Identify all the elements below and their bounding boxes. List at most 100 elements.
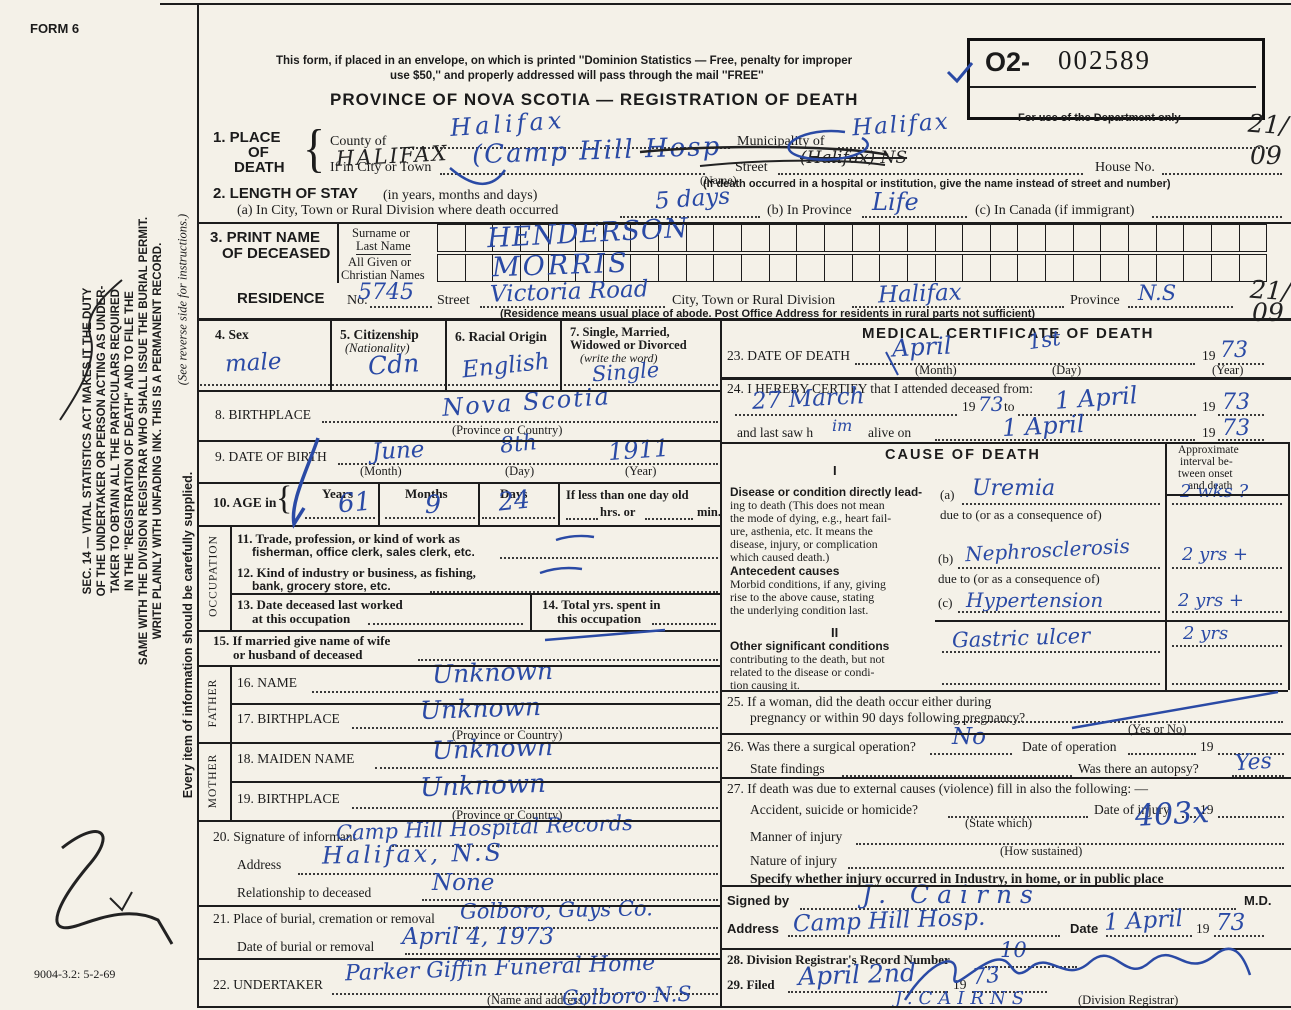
cause-a-interval: 2 wks ? (1180, 481, 1249, 502)
letter-cell (963, 225, 991, 251)
letter-cell (908, 255, 936, 281)
surname-label-1: Surname or (352, 226, 410, 240)
residence-street-dotted (480, 305, 665, 308)
mail-notice-line1: This form, if placed in an envelope, on … (276, 55, 853, 67)
burial-place-label: 21. Place of burial, cremation or remova… (213, 911, 435, 926)
medical-title: MEDICAL CERTIFICATE OF DEATH (862, 325, 1154, 342)
residence-city-label: City, Town or Rural Division (672, 293, 836, 308)
residence-no-label: No. (347, 293, 368, 308)
age-years-dotted (305, 516, 375, 519)
interval-column-divider (1165, 442, 1167, 690)
rule-below-informant (197, 905, 720, 907)
letter-cell (493, 225, 521, 251)
s15-dotted (418, 658, 718, 661)
letter-cell (770, 225, 798, 251)
dob-month-sublabel: (Month) (360, 464, 402, 478)
birthplace-label: 8. BIRTHPLACE (215, 407, 311, 422)
signed-year-value: 73 (1216, 910, 1246, 936)
sec14-line: WRITE PLAINLY WITH UNFADING INK. THIS IS… (152, 242, 164, 640)
letter-cell (880, 225, 908, 251)
cause-c-value: Hypertension (966, 588, 1104, 612)
lastsaw-dotted (935, 438, 1195, 441)
street-value-struck: (Halifax) NS (800, 148, 908, 168)
s26-operation-value: No (952, 724, 986, 750)
occ12-label-2: bank, grocery store, etc. (252, 579, 391, 593)
letter-cell (908, 225, 936, 251)
residence-no-dotted (370, 305, 432, 308)
cause-a-dueto: due to (or as a consequence of) (940, 507, 1102, 522)
occ12-label-1: 12. Kind of industry or business, as fis… (237, 565, 476, 580)
mother-birthplace-label: 19. BIRTHPLACE (237, 791, 340, 806)
other-bold: Other significant conditions (730, 639, 890, 653)
cause-header: CAUSE OF DEATH (885, 447, 1041, 463)
age-years-label: Years (322, 486, 354, 501)
letter-cell (604, 225, 632, 251)
interval-line-1: Approximate (1178, 444, 1239, 456)
other-value: Gastric ulcer (951, 623, 1091, 653)
interval-line-4: and death (1188, 480, 1233, 492)
s27-nature-label: Nature of injury (750, 853, 837, 868)
certify-year19b: 19 (1202, 399, 1216, 414)
lastsaw-him: im (832, 416, 853, 435)
cause-a-interval-dotted (1172, 502, 1282, 505)
age-brace: { (276, 480, 293, 517)
mother-birthplace-dotted (352, 806, 718, 809)
lastsaw-value: 1 April (1001, 409, 1086, 443)
dod-day-sublabel: (Day) (1052, 363, 1082, 377)
marital-value: Single (591, 357, 660, 387)
certify-to-label: to (1004, 399, 1015, 414)
s28-value: 10 (1000, 938, 1027, 962)
county-dotted-line (400, 146, 730, 149)
s2a-label: (a) In City, Town or Rural Division wher… (237, 203, 559, 218)
other-dotted-1 (942, 650, 1160, 653)
given-name-letter-grid (437, 254, 1267, 282)
occ14-label-2: this occupation (557, 611, 642, 626)
cause-box-right (1288, 442, 1290, 690)
letter-cell (797, 225, 825, 251)
city-town-value-black: HALIFAX (335, 141, 450, 171)
municipality-dotted-line (838, 146, 1268, 149)
letter-cell (576, 225, 604, 251)
dob-day-value: 8th (498, 430, 539, 459)
md-label: M.D. (1244, 893, 1272, 908)
s2-heading-rest: (in years, months and days) (383, 188, 538, 203)
age-min-dotted (645, 517, 693, 520)
rule-below-mother (197, 820, 720, 822)
informant-relationship-value: None (432, 870, 495, 896)
s29-year-value: 73 (970, 962, 1002, 991)
dod-year-dotted (1218, 362, 1264, 365)
certify-to-dotted (1018, 413, 1196, 416)
signed-year-dotted (1214, 934, 1264, 937)
name-sublabel: (Name) (700, 173, 737, 187)
cause-block1-line6: which caused death.) (730, 550, 830, 564)
letter-cell (742, 255, 770, 281)
letter-cell (687, 255, 715, 281)
letter-cell (1074, 225, 1102, 251)
dob-month-value: June (371, 436, 426, 466)
letter-cell (825, 225, 853, 251)
s1-heading-3: DEATH (234, 159, 285, 176)
s25-label-1: 25. If a woman, did the death occur eith… (727, 694, 992, 709)
other-interval-dotted (1172, 644, 1282, 647)
s2-heading: 2. LENGTH OF STAY (213, 185, 359, 202)
letter-cell (714, 255, 743, 281)
s2a-dotted-line (620, 215, 760, 218)
signed-address-dotted (788, 934, 1060, 937)
s27-year19: 19 (1200, 802, 1214, 817)
birthplace-dotted (322, 420, 718, 423)
s27-manner-label: Manner of injury (750, 829, 843, 844)
s27-accident-label: Accident, suicide or homicide? (750, 802, 918, 817)
dod-year-value: 73 (1220, 338, 1248, 363)
other-line2: related to the disease or condi- (730, 665, 875, 679)
form-title: PROVINCE OF NOVA SCOTIA — REGISTRATION O… (330, 90, 859, 109)
rule-heavy-above-row4 (197, 318, 1291, 321)
age-hrs-dotted (566, 517, 598, 520)
s15-dash (544, 628, 666, 642)
letter-cell (438, 225, 466, 251)
street-label: Street (735, 160, 768, 175)
certify-year19a: 19 (962, 399, 976, 414)
dept-use-label: For use of the Department only (1018, 112, 1181, 124)
letter-cell (714, 225, 743, 251)
surname-letter-grid (437, 224, 1267, 252)
dod-month-sublabel: (Month) (915, 363, 957, 377)
